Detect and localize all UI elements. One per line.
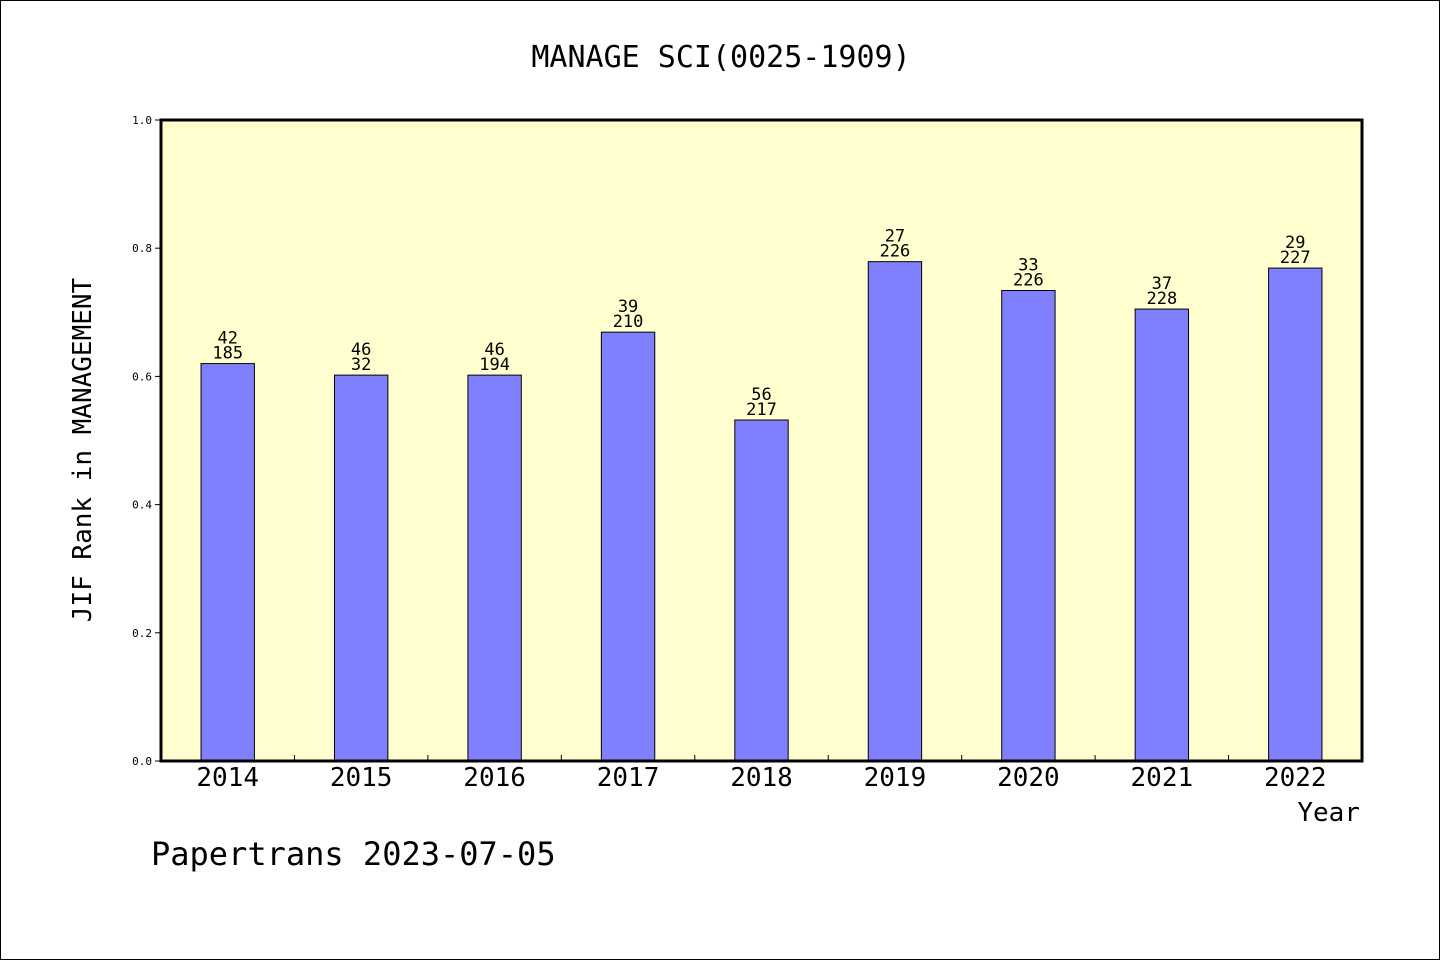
bar-rank-label: 37 — [1152, 274, 1172, 294]
plot-border — [159, 118, 1364, 763]
bar-total-label: 228 — [1146, 289, 1177, 309]
bar-2016 — [467, 374, 522, 762]
y-tick-label: 1.0 — [132, 114, 152, 127]
x-tick-label: 2019 — [864, 763, 927, 793]
bar-rank-label: 39 — [618, 297, 638, 317]
bar-rank-label: 33 — [1018, 256, 1038, 276]
bar-total-label: 226 — [880, 242, 911, 262]
bar-2021 — [1134, 308, 1190, 762]
x-tick-label: 2015 — [330, 763, 393, 793]
x-tick-label: 2021 — [1131, 763, 1194, 793]
bar-2017 — [600, 331, 656, 762]
x-tick-label: 2018 — [730, 763, 793, 793]
x-axis-label: Year — [1297, 798, 1360, 828]
bar-total-label: 210 — [613, 312, 644, 332]
bar-total-label: 217 — [746, 400, 777, 420]
x-axis-ticks: 2014 2015 2016 2017 2018 2019 2020 2021 2022 — [196, 755, 1327, 793]
bar-2020 — [1001, 290, 1056, 762]
bar-2014 — [200, 363, 255, 762]
bar-rank-label: 27 — [885, 227, 905, 247]
y-tick-label: 0.8 — [132, 242, 152, 255]
bars-group — [200, 261, 1323, 762]
y-tick-label: 0.0 — [132, 755, 152, 768]
x-tick-label: 2020 — [997, 763, 1060, 793]
y-axis-ticks: 0.0 0.2 0.4 0.6 0.8 1.0 — [132, 114, 161, 768]
bar-rank-label: 46 — [351, 340, 371, 360]
footer-text: Papertrans 2023-07-05 — [151, 835, 556, 873]
y-tick-label: 0.6 — [132, 370, 152, 383]
y-tick-label: 0.4 — [132, 499, 152, 512]
chart-title: MANAGE SCI(0025-1909) — [531, 40, 910, 75]
bar-total-label: 227 — [1280, 248, 1311, 268]
bar-2022 — [1268, 267, 1323, 762]
bar-total-label: 194 — [479, 355, 510, 375]
bar-total-label: 32 — [351, 355, 371, 375]
bar-rank-label: 29 — [1285, 233, 1305, 253]
x-tick-label: 2014 — [196, 763, 259, 793]
bar-rank-label: 46 — [484, 340, 504, 360]
bar-2019 — [867, 261, 923, 762]
x-tick-label: 2016 — [463, 763, 526, 793]
bar-2015 — [333, 374, 389, 762]
y-axis-label: JIF Rank in MANAGEMENT — [68, 277, 98, 622]
bar-rank-label: 56 — [751, 385, 771, 405]
bar-total-label: 185 — [212, 344, 243, 364]
x-tick-label: 2017 — [597, 763, 660, 793]
bar-rank-label: 42 — [217, 329, 237, 349]
bar-total-label: 226 — [1013, 271, 1044, 291]
bar-2018 — [734, 419, 789, 762]
y-tick-label: 0.2 — [132, 627, 152, 640]
x-tick-label: 2022 — [1264, 763, 1327, 793]
